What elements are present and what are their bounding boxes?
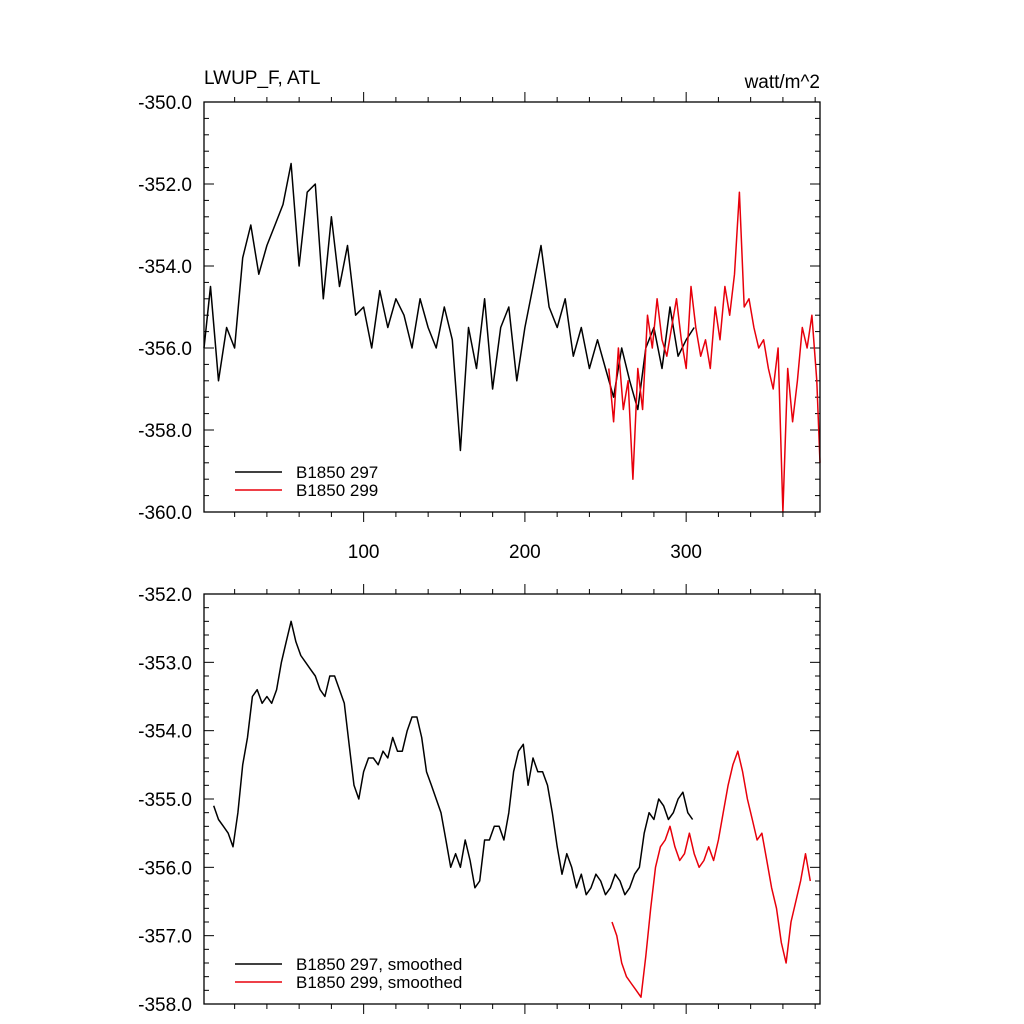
title-left: LWUP_F, ATL [204, 68, 321, 89]
y-tick-label: -354.0 [138, 722, 192, 743]
axis-ticks: -350.0 -352.0 -354.0 -356.0 -358.0 -360.0 100 2… [138, 92, 820, 563]
x-tick-label: 300 [670, 542, 702, 563]
y-tick-label: -357.0 [138, 927, 192, 948]
legend-label: B1850 297 [296, 463, 378, 482]
axis-ticks: -352.0 -353.0 -354.0 -355.0 -356.0 -357.0 -358… [138, 584, 820, 1016]
y-tick-label: -354.0 [138, 257, 192, 278]
plot-area [212, 620, 812, 998]
series-line-1 [212, 620, 694, 896]
legend-label: B1850 299 [296, 481, 378, 500]
y-tick-label: -360.0 [138, 503, 192, 524]
series-line-2 [608, 191, 821, 513]
top-panel: LWUP_F, ATL watt/m^2 -350.0-352.0-354.0-… [138, 68, 821, 563]
legend-label: B1850 299, smoothed [296, 973, 462, 992]
y-tick-label: -356.0 [138, 339, 192, 360]
y-tick-label: -355.0 [138, 790, 192, 811]
bottom-panel: -352.0 -353.0 -354.0 -355.0 -356.0 -357.0 -358… [138, 584, 821, 1016]
y-tick-label: -353.0 [138, 653, 192, 674]
series-line-2 [611, 750, 812, 998]
y-tick-label: -352.0 [138, 585, 192, 606]
y-tick-label: -356.0 [138, 858, 192, 879]
y-tick-label: -358.0 [138, 421, 192, 442]
y-tick-label: -352.0 [138, 175, 192, 196]
plot-frame [203, 101, 821, 513]
y-tick-label: -350.0 [138, 93, 192, 114]
title-right: watt/m^2 [744, 72, 820, 93]
plot-area [203, 162, 821, 513]
x-tick-label: 100 [348, 542, 380, 563]
legend-label: B1850 297, smoothed [296, 955, 462, 974]
series-line-1 [203, 162, 695, 452]
plot-frame [203, 593, 821, 1005]
y-tick-label: -358.0 [138, 995, 192, 1016]
x-tick-label: 200 [509, 542, 541, 563]
